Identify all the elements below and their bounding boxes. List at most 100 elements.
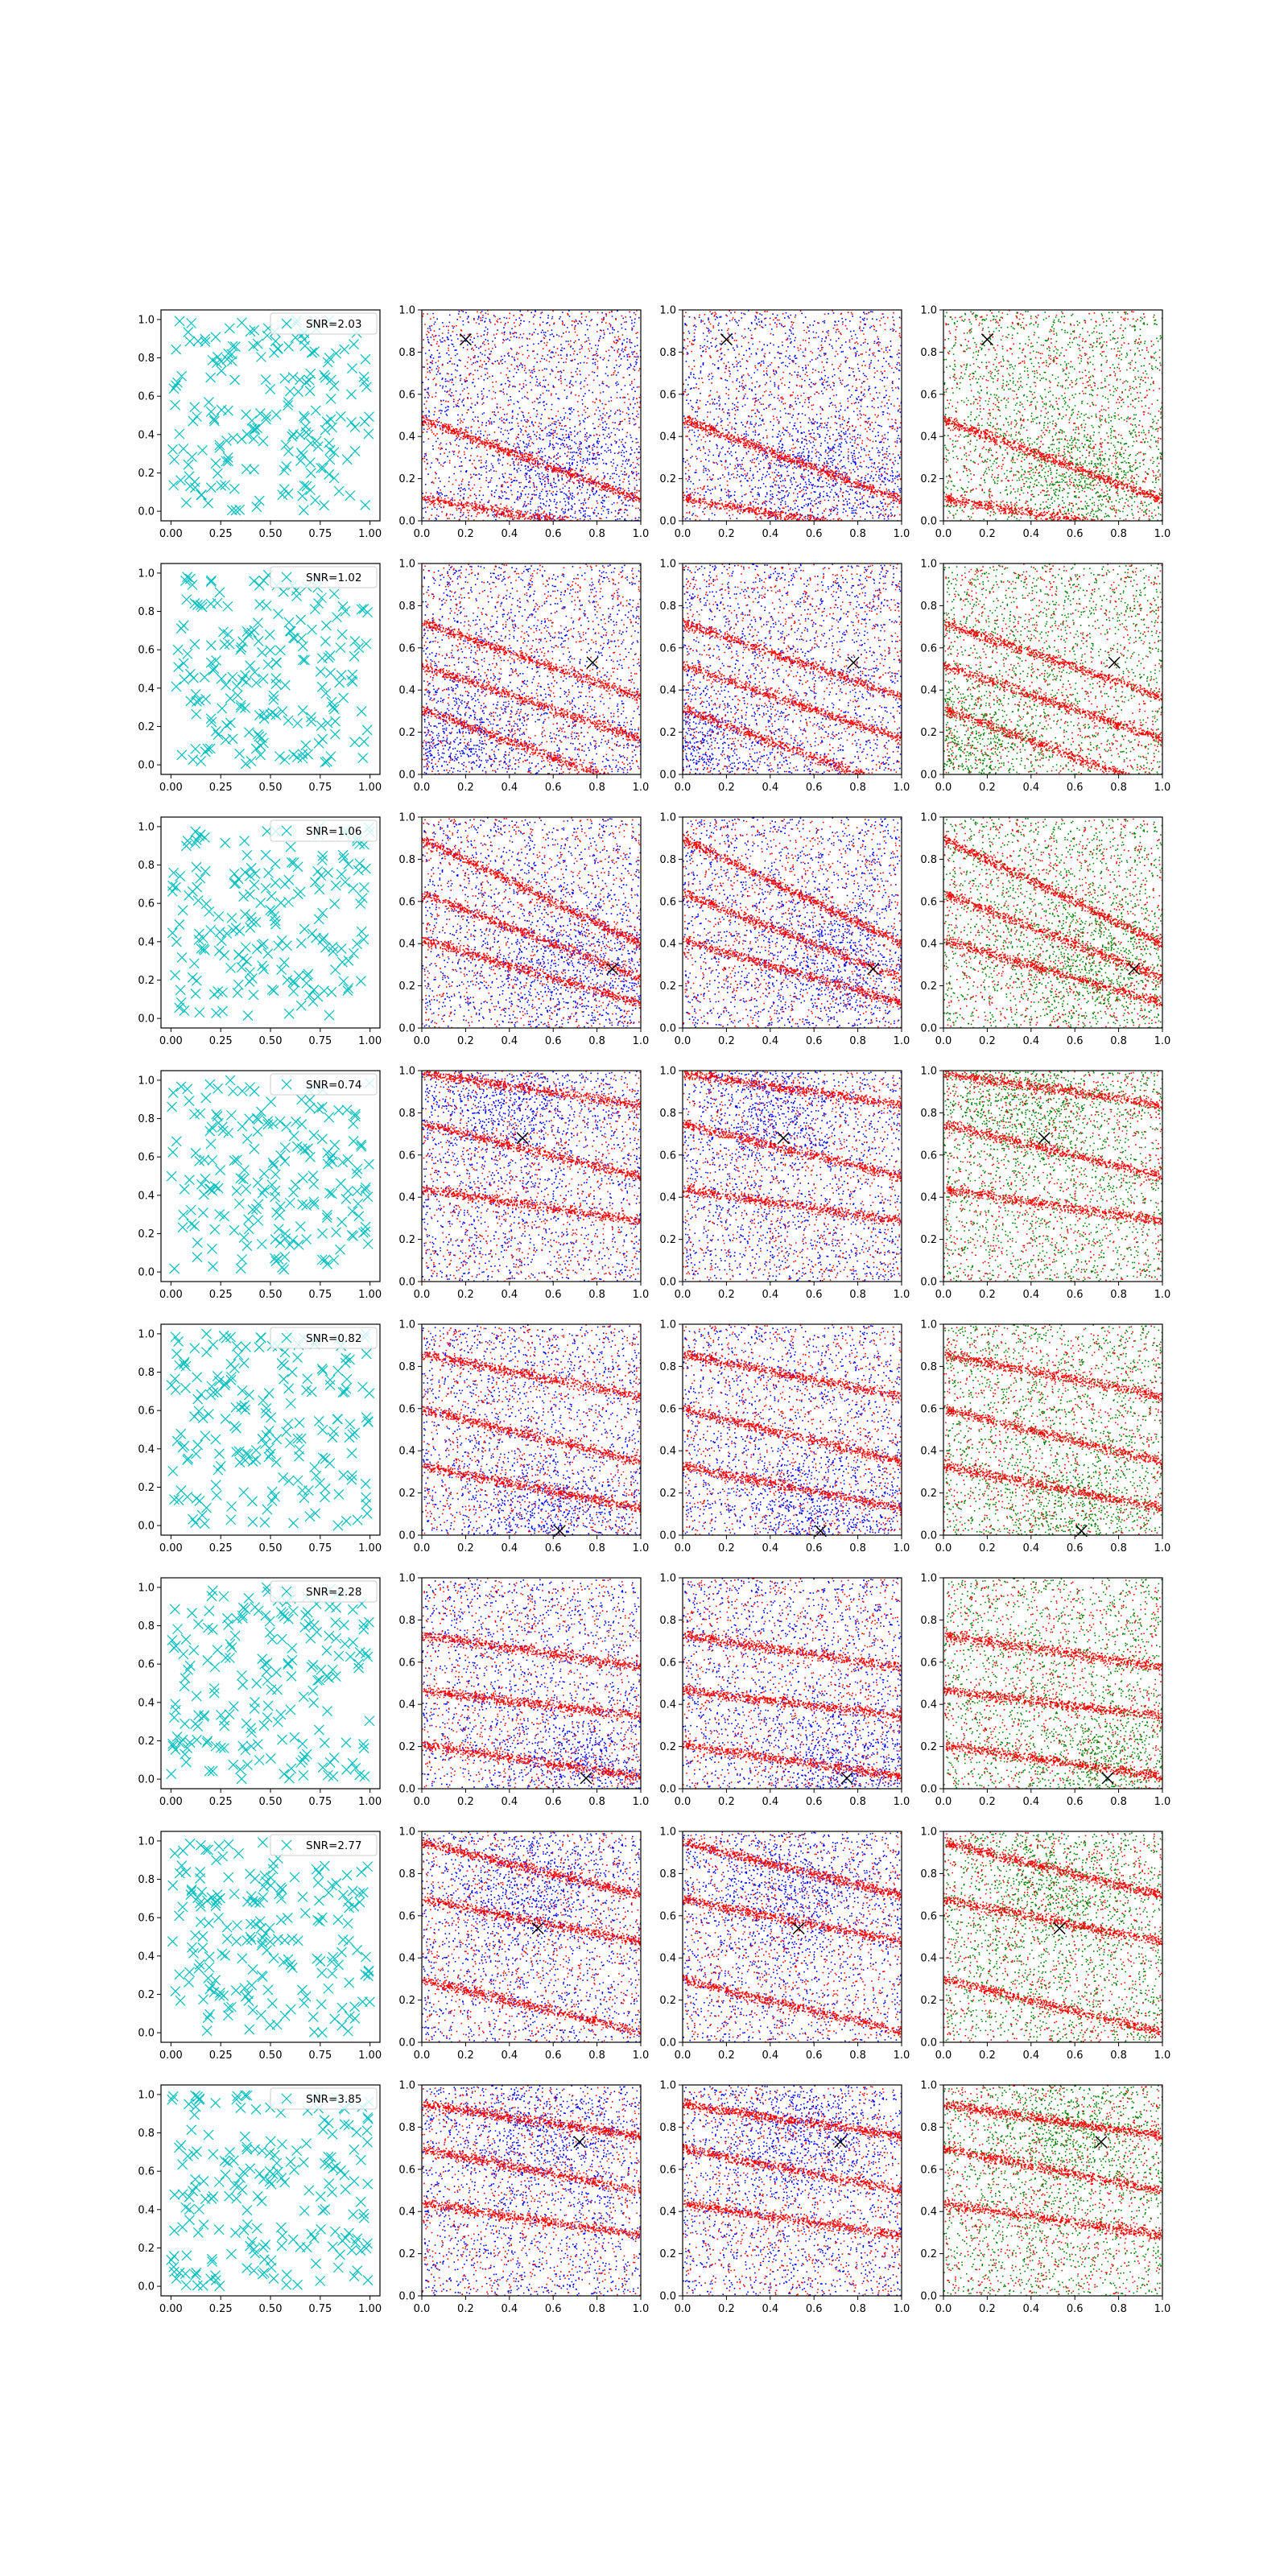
cyan-x-point — [215, 2281, 225, 2291]
cyan-x-point — [342, 1105, 352, 1115]
points-layer — [943, 1324, 1164, 1536]
y-tick-label: 0.4 — [398, 431, 415, 444]
cyan-x-point — [318, 1366, 328, 1376]
axes-frame — [943, 1324, 1162, 1535]
x-tick-label: 0.8 — [1110, 1289, 1127, 1301]
cyan-x-point — [180, 675, 189, 684]
cyan-x-point — [196, 1873, 205, 1883]
x-tick-label: 1.00 — [358, 1542, 382, 1554]
cyan-x-point — [280, 1348, 290, 1357]
cyan-x-point — [271, 410, 281, 419]
cyan-x-point — [246, 661, 255, 671]
x-tick-label: 0.8 — [849, 2303, 866, 2315]
cyan-x-point — [317, 654, 327, 663]
red-dots — [943, 1579, 1163, 1790]
x-tick-label: 1.00 — [358, 782, 382, 794]
cyan-x-point — [242, 1719, 251, 1728]
cyan-x-point — [300, 1909, 310, 1918]
y-tick-label: 0.6 — [398, 896, 415, 908]
cyan-x-point — [204, 1963, 214, 1972]
y-tick-label: 0.6 — [398, 2164, 415, 2176]
cyan-x-point — [171, 1137, 181, 1146]
cyan-x-point — [178, 1223, 188, 1232]
cyan-x-point — [359, 882, 369, 892]
y-tick-label: 0.0 — [920, 1023, 937, 1035]
cyan-x-point — [247, 415, 257, 425]
cyan-x-point — [300, 1146, 310, 1155]
cyan-x-point — [358, 1888, 368, 1897]
cyan-x-point — [283, 716, 293, 725]
cyan-x-point — [335, 678, 345, 687]
x-tick-label: 0.4 — [501, 2303, 518, 2315]
cyan-x-point — [285, 1241, 295, 1250]
cyan-x-point — [205, 1984, 215, 1994]
x-tick-label: 0.50 — [259, 528, 283, 540]
cyan-x-point — [317, 1968, 327, 1978]
cyan-x-point — [334, 1489, 344, 1499]
cyan-x-point — [332, 1633, 341, 1643]
cyan-x-point — [190, 402, 200, 412]
axes-frame — [943, 2085, 1162, 2296]
cyan-x-point — [248, 1517, 258, 1526]
cyan-x-point — [361, 1349, 371, 1359]
x-tick-label: 0.8 — [1110, 782, 1127, 794]
cyan-x-point — [220, 1381, 229, 1390]
cyan-x-point — [275, 1889, 284, 1899]
cyan-x-point — [184, 472, 194, 481]
cyan-x-point — [362, 725, 372, 735]
cyan-x-point — [306, 1633, 316, 1643]
x-tick-label: 1.0 — [633, 782, 650, 794]
cyan-x-point — [320, 1861, 329, 1871]
cyan-x-point — [210, 1662, 220, 1672]
cyan-x-point — [314, 914, 324, 924]
cyan-x-point — [348, 1604, 357, 1614]
x-tick-label: 0.00 — [159, 782, 183, 794]
secondary-dots — [683, 1071, 902, 1283]
cyan-x-point — [328, 2164, 338, 2174]
y-tick-label: 0.6 — [659, 896, 676, 908]
x-tick-label: 1.0 — [633, 528, 650, 540]
cyan-x-point — [314, 1416, 324, 1426]
cyan-x-point — [328, 1433, 337, 1443]
x-tick-label: 0.00 — [159, 2050, 183, 2062]
y-tick-label: 0.0 — [398, 516, 415, 528]
cyan-x-point — [200, 1431, 210, 1441]
x-tick-label: 0.75 — [308, 2303, 332, 2315]
cyan-x-point — [257, 647, 266, 657]
x-tick-label: 0.00 — [159, 1035, 183, 1047]
cyan-x-point — [170, 1264, 180, 1274]
cyan-x-point — [265, 1628, 275, 1637]
cyan-x-point — [363, 2114, 373, 2124]
x-tick-label: 0.0 — [935, 1035, 952, 1047]
y-tick-label: 0.2 — [398, 1995, 415, 2007]
cyan-x-point — [318, 908, 328, 918]
points-layer — [683, 2085, 902, 2297]
cyan-x-point — [273, 1934, 283, 1944]
cyan-x-point — [361, 354, 370, 364]
cyan-x-point — [253, 1740, 262, 1749]
cyan-x-point — [355, 859, 365, 869]
y-tick-label: 1.0 — [659, 1319, 676, 1331]
x-tick-label: 1.0 — [633, 2050, 650, 2062]
cyan-x-point — [308, 2013, 318, 2022]
y-tick-label: 0.6 — [920, 1910, 937, 1922]
y-tick-label: 0.0 — [659, 2291, 676, 2303]
x-tick-label: 0.6 — [1067, 1289, 1084, 1301]
cyan-x-point — [280, 755, 290, 765]
cyan-x-point — [318, 1763, 328, 1773]
x-tick-label: 0.0 — [675, 1035, 691, 1047]
cyan-x-point — [340, 1387, 349, 1397]
y-tick-label: 0.4 — [659, 939, 676, 951]
cyan-x-point — [233, 2091, 242, 2101]
cyan-x-point — [287, 1963, 297, 1972]
cyan-x-point — [290, 1872, 299, 1882]
cyan-x-point — [332, 349, 341, 358]
cyan-x-point — [244, 1593, 254, 1603]
cyan-x-point — [225, 1075, 235, 1085]
cyan-x-point — [260, 1517, 270, 1527]
cyan-x-point — [351, 1763, 361, 1773]
cyan-x-point — [280, 680, 290, 690]
axes-frame — [683, 817, 902, 1028]
cyan-x-point — [269, 2274, 279, 2284]
x-tick-label: 0.0 — [675, 1796, 691, 1808]
